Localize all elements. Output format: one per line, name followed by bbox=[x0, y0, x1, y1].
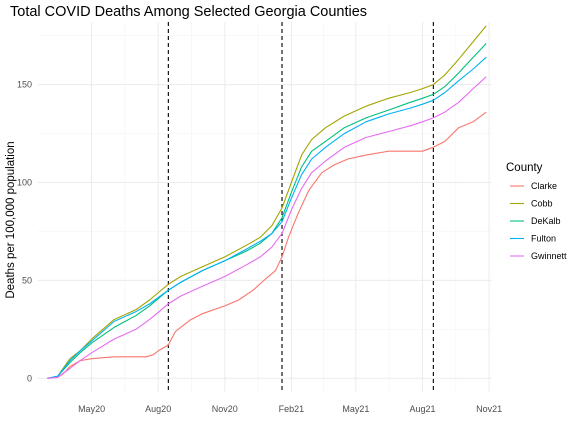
y-tick-label: 100 bbox=[17, 178, 32, 188]
series-line-fulton bbox=[47, 56, 487, 379]
series-lines bbox=[47, 25, 487, 379]
chart-title: Total COVID Deaths Among Selected Georgi… bbox=[10, 4, 367, 20]
x-tick-label: Nov21 bbox=[476, 404, 502, 414]
y-axis-ticks: 0 50 100 150 bbox=[17, 80, 32, 384]
legend-item-clarke: Clarke bbox=[510, 181, 557, 191]
legend-item-gwinnett: Gwinnett bbox=[510, 251, 567, 261]
legend-label: Clarke bbox=[531, 181, 557, 191]
x-tick-label: Nov20 bbox=[212, 404, 238, 414]
y-tick-label: 50 bbox=[22, 275, 32, 285]
legend-label: DeKalb bbox=[531, 216, 561, 226]
legend-item-dekalb: DeKalb bbox=[510, 216, 561, 226]
legend-label: Cobb bbox=[531, 199, 553, 209]
series-line-dekalb bbox=[47, 43, 487, 379]
y-tick-label: 150 bbox=[17, 80, 32, 90]
series-line-gwinnett bbox=[47, 76, 487, 379]
x-tick-label: May21 bbox=[342, 404, 369, 414]
x-tick-label: Aug21 bbox=[409, 404, 435, 414]
x-tick-label: Aug20 bbox=[145, 404, 171, 414]
series-line-cobb bbox=[47, 25, 487, 379]
x-tick-label: May20 bbox=[78, 404, 105, 414]
legend-label: Gwinnett bbox=[531, 251, 567, 261]
legend-label: Fulton bbox=[531, 234, 556, 244]
series-line-clarke bbox=[47, 111, 487, 379]
x-axis-ticks: May20 Aug20 Nov20 Feb21 May21 Aug21 Nov21 bbox=[78, 404, 502, 414]
plot-grid bbox=[38, 22, 492, 392]
y-tick-label: 0 bbox=[27, 373, 32, 383]
legend-title: County bbox=[506, 162, 543, 174]
x-tick-label: Feb21 bbox=[279, 404, 305, 414]
legend-item-fulton: Fulton bbox=[510, 234, 556, 244]
legend-item-cobb: Cobb bbox=[510, 199, 553, 209]
legend: County Clarke Cobb DeKalb Fulton Gwinnett bbox=[506, 162, 567, 261]
y-axis-label: Deaths per 100,000 population bbox=[5, 141, 17, 298]
